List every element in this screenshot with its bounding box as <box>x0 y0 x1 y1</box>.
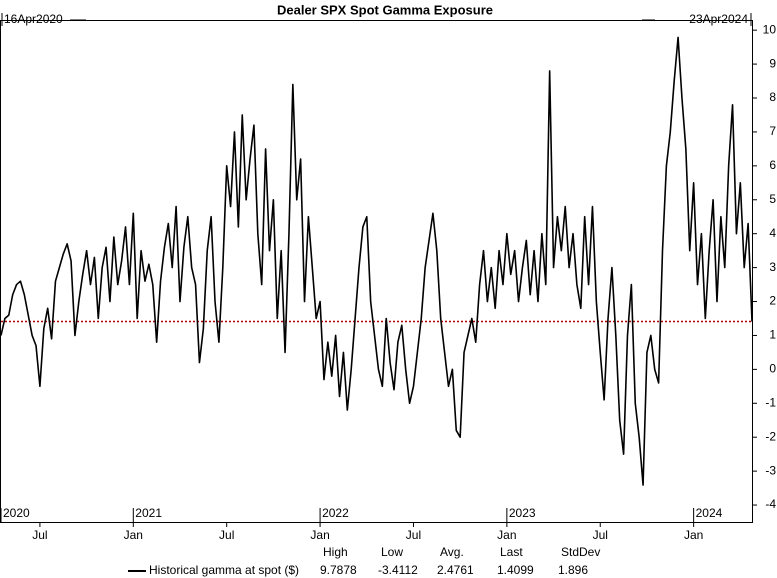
y-tick-label: -4 <box>765 497 776 511</box>
y-tick-label: 3 <box>769 260 776 274</box>
x-tick-label: Jan <box>497 528 516 542</box>
y-tick-label: 2 <box>769 294 776 308</box>
x-tick-label: Jul <box>406 528 421 542</box>
stat-header: Last <box>500 545 523 559</box>
stat-value: 1.896 <box>558 563 588 577</box>
y-tick-label: 8 <box>769 90 776 104</box>
x-tick-label: Jul <box>593 528 608 542</box>
stat-header: High <box>323 545 348 559</box>
y-tick-label: 7 <box>769 124 776 138</box>
legend-label: Historical gamma at spot ($) <box>149 563 299 577</box>
end-label: 23Apr2024 <box>689 12 748 26</box>
year-label: 2024 <box>696 506 723 520</box>
stat-value: 9.7878 <box>320 563 357 577</box>
y-tick-label: -3 <box>765 463 776 477</box>
x-tick-label: Jul <box>219 528 234 542</box>
year-label: 2022 <box>322 506 349 520</box>
y-tick-label: -2 <box>765 429 776 443</box>
x-tick-label: Jan <box>310 528 329 542</box>
y-tick-label: 10 <box>763 22 777 36</box>
stat-header: Low <box>381 545 403 559</box>
stat-value: 2.4761 <box>437 563 474 577</box>
stat-header: Avg. <box>440 545 464 559</box>
y-tick-label: 0 <box>769 362 776 376</box>
x-tick-label: Jan <box>684 528 703 542</box>
y-tick-label: 1 <box>769 328 776 342</box>
y-tick-label: -1 <box>765 395 776 409</box>
stat-header: StdDev <box>561 545 600 559</box>
plot-frame <box>0 20 753 523</box>
year-label: 2020 <box>3 506 30 520</box>
x-tick-label: Jul <box>32 528 47 542</box>
chart-title: Dealer SPX Spot Gamma Exposure <box>277 2 493 17</box>
year-label: 2021 <box>135 506 162 520</box>
y-tick-label: 4 <box>769 226 776 240</box>
start-label: 16Apr2020 <box>4 12 63 26</box>
y-tick-label: 5 <box>769 192 776 206</box>
stat-value: -3.4112 <box>378 563 418 577</box>
y-tick-label: 9 <box>769 56 776 70</box>
y-tick-label: 6 <box>769 158 776 172</box>
data-line <box>0 36 753 486</box>
stat-value: 1.4099 <box>497 563 534 577</box>
x-tick-label: Jan <box>124 528 143 542</box>
year-label: 2023 <box>509 506 536 520</box>
